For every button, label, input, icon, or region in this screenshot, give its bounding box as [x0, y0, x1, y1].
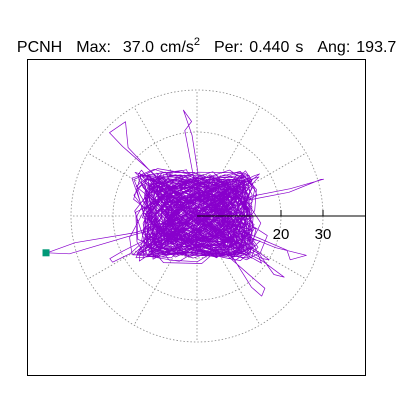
grid-spoke-240	[133, 252, 177, 326]
max-unit: cm/s	[160, 39, 194, 56]
period-value: 0.440	[249, 39, 290, 56]
max-label: Max:	[76, 39, 111, 56]
plot-frame	[27, 59, 366, 376]
grid-spoke-300	[217, 252, 261, 326]
chart-header: PCNH Max: 37.0 cm/s2 Per: 0.440 s Ang: 193.7	[8, 12, 396, 57]
angle-value: 193.7	[356, 39, 397, 56]
period-unit: s	[295, 39, 304, 56]
grid-spoke-150	[87, 152, 161, 196]
max-value: 37.0	[122, 39, 155, 56]
period-label: Per:	[213, 39, 244, 56]
station-code: PCNH	[16, 39, 63, 56]
motion-trace	[46, 109, 324, 297]
radial-tick-label-30: 30	[315, 226, 332, 243]
max-unit-exponent: 2	[193, 36, 200, 48]
angle-label: Ang:	[317, 39, 351, 56]
radial-axis: 20 30	[197, 210, 366, 243]
grid-spoke-120	[133, 106, 177, 180]
trace-path	[46, 109, 324, 297]
peak-marker	[42, 249, 50, 257]
grid-spoke-210	[87, 236, 161, 280]
grid-spoke-60	[217, 106, 261, 180]
peak-marker-square	[42, 249, 50, 257]
radial-tick-label-20: 20	[273, 226, 290, 243]
